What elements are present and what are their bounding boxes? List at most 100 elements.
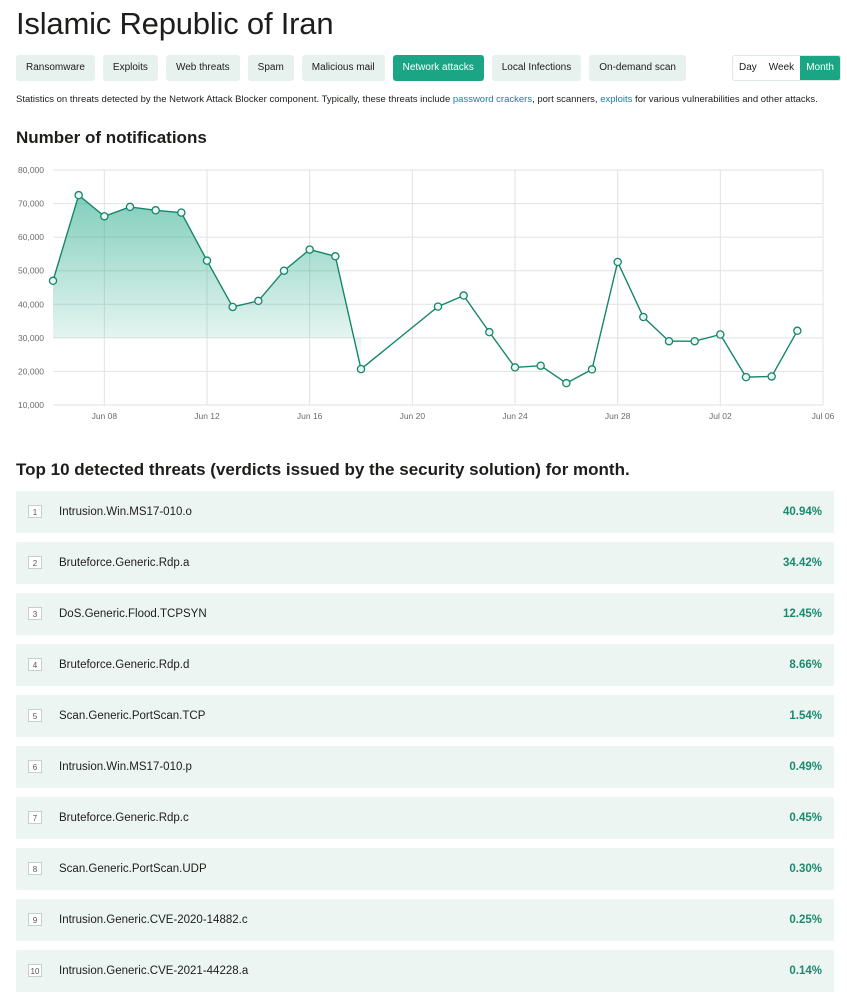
data-point	[510, 363, 520, 372]
page-title: Islamic Republic of Iran	[16, 6, 334, 41]
x-tick-label: Jun 12	[194, 411, 220, 421]
threat-rank: 6	[28, 760, 42, 773]
data-point	[767, 372, 776, 381]
threat-rank: 3	[28, 607, 42, 620]
data-point	[690, 336, 699, 346]
tab-exploits[interactable]: Exploits	[102, 55, 158, 81]
tab-ransomware[interactable]: Ransomware	[16, 55, 95, 81]
data-point	[741, 372, 751, 382]
threat-percent: 40.94%	[782, 506, 822, 518]
x-tick-label: Jun 20	[400, 411, 426, 421]
tab-local-infections[interactable]: Local Infections	[491, 55, 582, 81]
y-tick-label: 20,000	[18, 366, 44, 376]
threat-rank: 7	[28, 811, 42, 824]
y-tick-label: 70,000	[18, 199, 44, 209]
data-point	[639, 312, 648, 322]
description-part: , port scanners,	[532, 94, 601, 105]
threat-row[interactable]: 8 Scan.Generic.PortScan.UDP 0.30%	[16, 848, 834, 890]
chart-heading: Number of notifications	[16, 128, 207, 147]
threat-row[interactable]: 9 Intrusion.Generic.CVE-2020-14882.c 0.25%	[16, 899, 834, 941]
data-point	[202, 256, 212, 265]
description-part: for various vulnerabilities and other at…	[632, 94, 818, 105]
x-tick-label: Jul 02	[709, 411, 732, 421]
y-tick-label: 50,000	[18, 266, 44, 276]
x-tick-label: Jun 16	[297, 411, 323, 421]
threat-name: Scan.Generic.PortScan.TCP	[59, 710, 206, 722]
data-point	[536, 361, 545, 370]
threat-row[interactable]: 3 DoS.Generic.Flood.TCPSYN 12.45%	[16, 593, 834, 635]
y-tick-label: 80,000	[18, 165, 44, 175]
threat-row[interactable]: 7 Bruteforce.Generic.Rdp.c 0.45%	[16, 797, 834, 839]
threat-name: Scan.Generic.PortScan.UDP	[59, 863, 207, 875]
y-tick-label: 40,000	[18, 299, 44, 309]
threat-percent: 1.54%	[789, 710, 822, 722]
threat-rank: 9	[28, 913, 42, 926]
period-week-button[interactable]: Week	[762, 56, 801, 80]
threats-heading: Top 10 detected threats (verdicts issued…	[16, 460, 630, 479]
data-point	[48, 276, 58, 286]
tab-malicious-mail[interactable]: Malicious mail	[301, 55, 385, 81]
threat-rank: 4	[28, 658, 42, 671]
threat-percent: 0.25%	[789, 914, 822, 926]
period-day-button[interactable]: Day	[733, 56, 763, 80]
threat-row[interactable]: 5 Scan.Generic.PortScan.TCP 1.54%	[16, 695, 834, 737]
x-tick-label: Jun 08	[92, 411, 118, 421]
data-point	[485, 327, 494, 337]
description-text: Statistics on threats detected by the Ne…	[16, 94, 828, 105]
threat-name: Bruteforce.Generic.Rdp.c	[59, 812, 189, 824]
threat-row[interactable]: 1 Intrusion.Win.MS17-010.o 40.94%	[16, 491, 834, 533]
period-month-button[interactable]: Month	[800, 56, 840, 80]
data-point	[793, 326, 802, 336]
data-point	[716, 330, 725, 339]
password-crackers-link[interactable]: password crackers	[452, 94, 533, 105]
tab-spam[interactable]: Spam	[247, 55, 294, 81]
y-tick-label: 60,000	[18, 232, 44, 242]
exploits-link[interactable]: exploits	[600, 94, 633, 105]
threat-category-tabs: Ransomware Exploits Web threats Spam Mal…	[16, 55, 686, 81]
threat-percent: 0.30%	[789, 863, 822, 875]
threat-percent: 8.66%	[789, 659, 822, 671]
threat-row[interactable]: 2 Bruteforce.Generic.Rdp.a 34.42%	[16, 542, 834, 584]
x-tick-label: Jul 06	[812, 411, 835, 421]
y-tick-label: 30,000	[18, 333, 44, 343]
threat-name: Intrusion.Win.MS17-010.p	[59, 761, 192, 773]
data-point	[228, 302, 237, 312]
data-point	[613, 257, 622, 267]
threat-row[interactable]: 10 Intrusion.Generic.CVE-2021-44228.a 0.14…	[16, 950, 834, 992]
threat-percent: 12.45%	[782, 608, 822, 620]
threat-name: Intrusion.Generic.CVE-2021-44228.a	[59, 965, 249, 977]
threat-row[interactable]: 6 Intrusion.Win.MS17-010.p 0.49%	[16, 746, 834, 788]
period-selector: Day Week Month	[732, 55, 841, 81]
threat-rank: 2	[28, 556, 42, 569]
data-point	[305, 245, 314, 254]
data-point	[254, 296, 263, 306]
data-point	[331, 252, 340, 261]
threat-percent: 0.45%	[789, 812, 822, 824]
threat-row[interactable]: 4 Bruteforce.Generic.Rdp.d 8.66%	[16, 644, 834, 686]
threat-rank: 10	[28, 964, 42, 977]
tab-network-attacks[interactable]: Network attacks	[392, 55, 484, 81]
data-point	[562, 378, 571, 388]
data-point	[151, 206, 160, 215]
tab-on-demand-scan[interactable]: On-demand scan	[589, 55, 686, 81]
threat-rank: 8	[28, 862, 42, 875]
data-point	[177, 208, 186, 217]
data-point	[587, 365, 597, 374]
top-threats-list: 1 Intrusion.Win.MS17-010.o 40.94% 2 Brutefor…	[16, 491, 834, 1001]
x-tick-label: Jun 28	[605, 411, 631, 421]
threat-percent: 0.14%	[789, 965, 822, 977]
threat-percent: 34.42%	[782, 557, 822, 569]
threat-name: Intrusion.Win.MS17-010.o	[59, 506, 192, 518]
data-point	[664, 336, 674, 346]
data-point	[459, 291, 468, 300]
threat-percent: 0.49%	[789, 761, 822, 773]
threat-name: Intrusion.Generic.CVE-2020-14882.c	[59, 914, 248, 926]
series-line	[52, 193, 798, 384]
threat-rank: 5	[28, 709, 42, 722]
tab-web-threats[interactable]: Web threats	[165, 55, 240, 81]
data-point	[279, 266, 289, 275]
data-point	[356, 364, 366, 374]
data-point	[100, 212, 109, 221]
threat-name: Bruteforce.Generic.Rdp.a	[59, 557, 190, 569]
data-point	[433, 302, 443, 311]
